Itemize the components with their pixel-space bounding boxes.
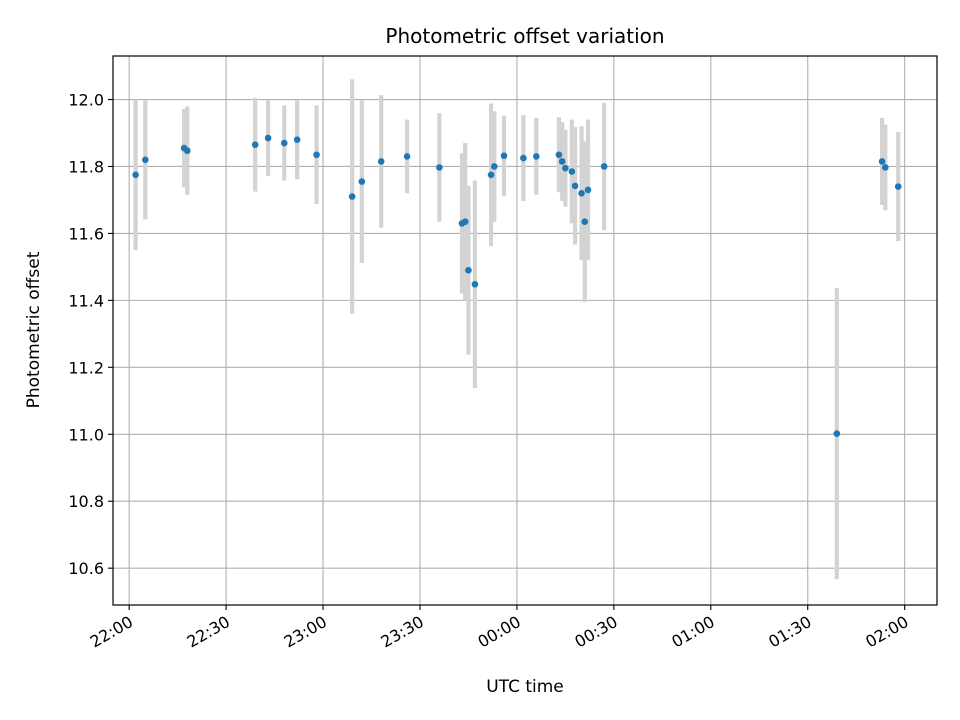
y-tick-label: 10.8 (68, 492, 104, 511)
data-point (568, 168, 576, 175)
data-point (264, 134, 272, 142)
y-tick-label: 11.4 (68, 291, 104, 310)
y-tick-label: 12.0 (68, 91, 104, 110)
x-axis-label: UTC time (486, 677, 564, 697)
data-point (520, 154, 527, 162)
data-point (313, 151, 320, 159)
data-point (465, 266, 472, 274)
data-point (558, 158, 566, 165)
data-point (132, 171, 139, 179)
data-point (293, 136, 301, 143)
data-point (436, 164, 443, 171)
data-point (555, 151, 563, 159)
data-point (833, 430, 841, 437)
y-tick-label: 11.8 (68, 157, 104, 176)
data-point (461, 218, 469, 226)
grid (113, 56, 937, 605)
data-point (578, 189, 585, 197)
data-point (491, 163, 498, 170)
data-point (500, 152, 508, 160)
data-point (881, 164, 889, 171)
plot-frame (112, 55, 938, 606)
data-point (142, 156, 149, 164)
data-point (600, 163, 608, 170)
y-tick-label: 11.0 (68, 425, 104, 444)
data-point (878, 158, 886, 165)
data-point (184, 147, 191, 155)
data-point (348, 193, 356, 200)
data-point (581, 218, 589, 226)
y-tick-label: 11.2 (68, 358, 104, 377)
data-point (571, 182, 579, 190)
chart-title: Photometric offset variation (385, 24, 664, 48)
y-axis-label: Photometric offset (24, 251, 44, 408)
data-point (280, 139, 288, 147)
y-tick-label: 10.6 (68, 559, 104, 578)
data-points (132, 134, 902, 437)
data-point (562, 164, 569, 172)
data-point (487, 171, 495, 179)
data-point (358, 178, 366, 185)
y-axis-ticks: 10.6 10.8 11.0 11.2 11.4 11.6 11.8 12.0 (68, 91, 113, 578)
data-point (584, 186, 592, 194)
data-point (403, 153, 411, 160)
y-tick-label: 11.6 (68, 224, 104, 243)
data-point (894, 183, 902, 190)
data-point (377, 158, 385, 165)
data-point (471, 281, 479, 288)
data-point (533, 153, 540, 160)
data-point (251, 141, 259, 149)
